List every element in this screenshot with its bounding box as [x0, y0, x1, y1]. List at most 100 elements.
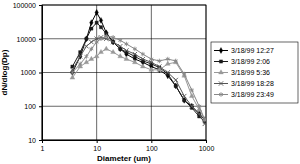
legend-label: 3/18/99 5:36	[231, 69, 270, 76]
x-axis-line	[43, 141, 207, 144]
series-marker	[111, 35, 115, 40]
series-marker	[141, 57, 145, 61]
plot-frame	[42, 5, 206, 140]
series-marker	[70, 70, 74, 75]
series-marker	[89, 40, 93, 44]
series-marker	[118, 54, 123, 58]
x-tick-mark	[97, 140, 98, 143]
series-marker	[140, 64, 145, 68]
series-marker	[132, 60, 137, 64]
series-marker	[78, 54, 82, 58]
series-marker	[118, 44, 122, 48]
series-line	[72, 23, 204, 122]
x-tick: 1	[41, 140, 45, 152]
series-marker	[78, 62, 82, 67]
series-marker	[85, 37, 88, 40]
y-tick: 100000	[13, 2, 42, 9]
series-marker	[157, 64, 161, 68]
y-axis: 10 100 1000 10000 100000	[13, 2, 43, 144]
y-tick: 10000	[17, 35, 42, 42]
legend-label: 3/18/99 2:06	[231, 58, 270, 65]
y-axis-line	[39, 6, 43, 141]
series-line	[72, 37, 204, 124]
series-marker	[89, 47, 93, 52]
series-marker	[133, 47, 137, 52]
series-marker	[190, 104, 194, 108]
series-marker	[79, 51, 82, 54]
y-tick-mark	[39, 140, 42, 141]
series-marker	[84, 60, 89, 64]
series-marker	[183, 99, 186, 102]
series-marker	[203, 122, 206, 126]
series-marker	[174, 84, 177, 87]
x-tick-label: 100	[146, 145, 158, 152]
y-tick-label: 1000	[20, 69, 36, 76]
y-tick-mark	[39, 106, 42, 107]
x-tick-mark	[151, 140, 152, 143]
series-marker	[157, 59, 161, 64]
legend-marker	[219, 48, 222, 54]
series-marker	[90, 27, 93, 30]
series-marker	[141, 52, 145, 57]
y-tick-mark	[39, 73, 42, 74]
series-marker	[111, 40, 115, 44]
y-tick-label: 10000	[17, 35, 37, 42]
legend-label: 3/18/99 23:49	[231, 91, 274, 98]
y-tick: 100	[24, 103, 42, 110]
x-tick: 100	[146, 140, 158, 152]
series-marker	[124, 48, 128, 52]
legend-label: 3/18/99 18:28	[231, 80, 274, 87]
series-marker	[95, 40, 99, 45]
x-tick: 1000	[199, 140, 215, 152]
legend: 3/18/99 12:27 3/18/99 2:06 3/18/99 5:36 3/1…	[211, 42, 298, 103]
series-marker	[182, 94, 186, 98]
grid-line-y	[42, 38, 206, 39]
x-tick-label: 1	[41, 145, 45, 152]
y-tick: 1000	[20, 69, 42, 76]
series-marker	[118, 38, 122, 43]
series-marker	[166, 57, 170, 62]
y-tick-label: 10	[28, 137, 36, 144]
plot-area	[70, 10, 206, 127]
series-marker	[95, 10, 98, 16]
series-marker	[124, 56, 129, 60]
series-marker	[90, 20, 93, 26]
series-marker	[99, 26, 102, 29]
legend-marker	[219, 70, 224, 74]
y-tick-label: 100000	[13, 2, 36, 9]
series-marker	[104, 34, 108, 39]
series-marker	[149, 57, 153, 62]
series-marker	[84, 44, 88, 48]
y-axis-title: dN/dlog(Dp)	[0, 49, 9, 95]
grid-line-y	[42, 106, 206, 107]
series-marker	[197, 112, 201, 116]
series-marker	[111, 49, 116, 53]
series-marker	[124, 42, 128, 47]
x-tick: 10	[93, 140, 101, 152]
series-line	[72, 49, 204, 120]
series-marker	[190, 88, 194, 93]
y-tick-label: 100	[24, 103, 36, 110]
x-axis: 1 10 100 1000	[41, 140, 215, 152]
series-marker	[182, 72, 186, 77]
series-marker	[174, 59, 178, 64]
series-marker	[84, 54, 88, 59]
series-marker	[165, 61, 170, 65]
y-tick: 10	[28, 137, 42, 144]
legend-label: 3/18/99 12:27	[231, 47, 274, 54]
y-tick-mark	[39, 39, 42, 40]
series-marker	[99, 49, 104, 53]
series-marker	[174, 78, 178, 82]
legend-marker	[219, 81, 223, 85]
grid	[42, 5, 206, 140]
chart: 1 10 100 1000 10 100 1000 10000 100000 Diameter (…	[0, 0, 300, 164]
legend-box	[211, 42, 298, 103]
series-marker	[149, 67, 154, 71]
x-tick-mark	[206, 140, 207, 143]
series-line	[72, 36, 204, 120]
series-marker	[99, 17, 102, 23]
x-axis-title: Diameter (um)	[97, 154, 151, 163]
legend-marker	[219, 92, 223, 97]
series-marker	[99, 36, 103, 41]
grid-line-y	[42, 5, 206, 6]
